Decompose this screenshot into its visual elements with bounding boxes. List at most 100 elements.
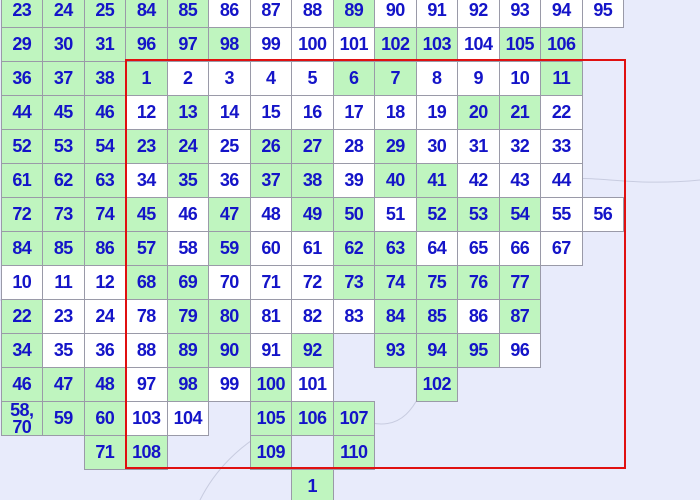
- grid-cell[interactable]: 32: [498, 129, 541, 164]
- grid-cell[interactable]: 42: [457, 163, 500, 198]
- grid-cell[interactable]: 48: [249, 197, 292, 232]
- grid-cell[interactable]: 31: [457, 129, 500, 164]
- grid-cell[interactable]: 91: [415, 0, 458, 28]
- grid-cell[interactable]: 76: [457, 265, 500, 300]
- grid-cell[interactable]: 73: [42, 197, 85, 232]
- grid-cell[interactable]: 30: [415, 129, 458, 164]
- grid-cell[interactable]: 102: [374, 27, 417, 62]
- grid-cell[interactable]: 36: [0, 61, 43, 96]
- grid-cell[interactable]: 45: [125, 197, 168, 232]
- grid-cell[interactable]: 35: [42, 333, 85, 368]
- grid-cell[interactable]: 67: [540, 231, 583, 266]
- grid-cell[interactable]: 93: [498, 0, 541, 28]
- grid-cell[interactable]: 46: [83, 95, 126, 130]
- grid-cell[interactable]: 77: [498, 265, 541, 300]
- grid-cell[interactable]: 1: [291, 469, 334, 500]
- grid-cell[interactable]: 23: [125, 129, 168, 164]
- grid-cell[interactable]: 70: [208, 265, 251, 300]
- grid-cell[interactable]: 98: [208, 27, 251, 62]
- grid-cell[interactable]: 69: [166, 265, 209, 300]
- grid-cell[interactable]: 59: [208, 231, 251, 266]
- grid-cell[interactable]: 110: [332, 435, 375, 470]
- grid-cell[interactable]: 96: [498, 333, 541, 368]
- grid-cell[interactable]: 34: [0, 333, 43, 368]
- grid-cell[interactable]: 28: [332, 129, 375, 164]
- grid-cell[interactable]: 25: [83, 0, 126, 28]
- grid-cell[interactable]: 68: [125, 265, 168, 300]
- grid-cell[interactable]: 19: [415, 95, 458, 130]
- grid-cell[interactable]: 93: [374, 333, 417, 368]
- grid-cell[interactable]: 12: [83, 265, 126, 300]
- grid-cell[interactable]: 97: [166, 27, 209, 62]
- grid-cell[interactable]: 87: [249, 0, 292, 28]
- grid-cell[interactable]: 21: [498, 95, 541, 130]
- grid-cell[interactable]: 75: [415, 265, 458, 300]
- grid-cell[interactable]: 96: [125, 27, 168, 62]
- grid-cell[interactable]: 57: [125, 231, 168, 266]
- grid-cell[interactable]: 73: [332, 265, 375, 300]
- grid-cell[interactable]: 44: [540, 163, 583, 198]
- grid-cell[interactable]: 53: [42, 129, 85, 164]
- grid-cell[interactable]: 24: [83, 299, 126, 334]
- grid-cell[interactable]: 59: [42, 401, 85, 436]
- grid-cell[interactable]: 8: [415, 61, 458, 96]
- grid-cell[interactable]: 39: [332, 163, 375, 198]
- grid-cell[interactable]: 61: [0, 163, 43, 198]
- grid-cell[interactable]: 104: [166, 401, 209, 436]
- grid-cell[interactable]: 11: [540, 61, 583, 96]
- grid-cell[interactable]: 88: [125, 333, 168, 368]
- grid-cell[interactable]: 106: [291, 401, 334, 436]
- grid-cell[interactable]: 94: [540, 0, 583, 28]
- grid-cell[interactable]: 100: [291, 27, 334, 62]
- grid-cell[interactable]: 40: [374, 163, 417, 198]
- grid-cell[interactable]: 80: [208, 299, 251, 334]
- grid-cell[interactable]: 46: [0, 367, 43, 402]
- grid-cell[interactable]: 31: [83, 27, 126, 62]
- grid-cell[interactable]: 84: [125, 0, 168, 28]
- grid-cell[interactable]: 86: [457, 299, 500, 334]
- grid-cell[interactable]: 36: [83, 333, 126, 368]
- grid-cell[interactable]: 34: [125, 163, 168, 198]
- grid-cell[interactable]: 64: [415, 231, 458, 266]
- grid-cell[interactable]: 102: [415, 367, 458, 402]
- grid-cell[interactable]: 72: [291, 265, 334, 300]
- grid-cell[interactable]: 72: [0, 197, 43, 232]
- grid-cell[interactable]: 83: [332, 299, 375, 334]
- grid-cell[interactable]: 90: [374, 0, 417, 28]
- grid-cell[interactable]: 55: [540, 197, 583, 232]
- grid-cell[interactable]: 60: [83, 401, 126, 436]
- grid-cell[interactable]: 71: [83, 435, 126, 470]
- grid-cell[interactable]: 89: [332, 0, 375, 28]
- grid-cell[interactable]: 95: [457, 333, 500, 368]
- grid-cell[interactable]: 9: [457, 61, 500, 96]
- grid-cell[interactable]: 85: [42, 231, 85, 266]
- grid-cell[interactable]: 45: [42, 95, 85, 130]
- grid-cell[interactable]: 105: [249, 401, 292, 436]
- grid-cell[interactable]: 85: [166, 0, 209, 28]
- grid-cell[interactable]: 58, 70: [0, 401, 43, 436]
- grid-cell[interactable]: 29: [0, 27, 43, 62]
- grid-cell[interactable]: 105: [498, 27, 541, 62]
- grid-cell[interactable]: 22: [0, 299, 43, 334]
- grid-cell[interactable]: 95: [581, 0, 624, 28]
- grid-cell[interactable]: 74: [83, 197, 126, 232]
- grid-cell[interactable]: 62: [42, 163, 85, 198]
- grid-cell[interactable]: 63: [83, 163, 126, 198]
- grid-cell[interactable]: 38: [83, 61, 126, 96]
- grid-cell[interactable]: 86: [208, 0, 251, 28]
- grid-cell[interactable]: 62: [332, 231, 375, 266]
- grid-cell[interactable]: 60: [249, 231, 292, 266]
- grid-cell[interactable]: 37: [42, 61, 85, 96]
- grid-cell[interactable]: 101: [291, 367, 334, 402]
- grid-cell[interactable]: 88: [291, 0, 334, 28]
- grid-cell[interactable]: 23: [0, 0, 43, 28]
- grid-cell[interactable]: 92: [291, 333, 334, 368]
- grid-cell[interactable]: 48: [83, 367, 126, 402]
- grid-cell[interactable]: 61: [291, 231, 334, 266]
- grid-cell[interactable]: 36: [208, 163, 251, 198]
- grid-cell[interactable]: 30: [42, 27, 85, 62]
- grid-cell[interactable]: 101: [332, 27, 375, 62]
- grid-cell[interactable]: 20: [457, 95, 500, 130]
- grid-cell[interactable]: 109: [249, 435, 292, 470]
- grid-cell[interactable]: 104: [457, 27, 500, 62]
